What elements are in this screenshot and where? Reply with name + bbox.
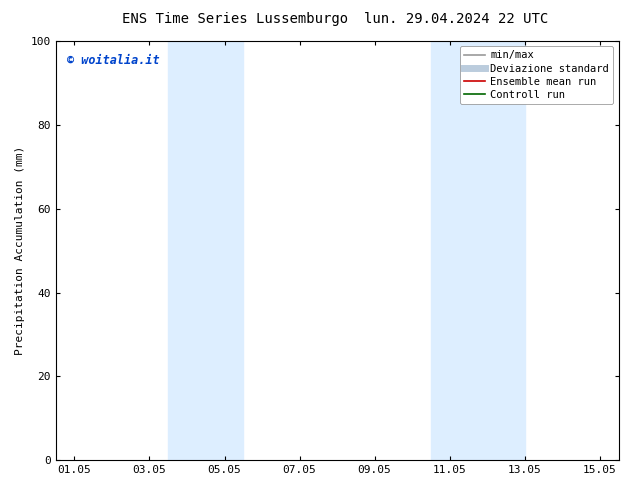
Bar	[168, 41, 243, 460]
Bar	[431, 41, 525, 460]
Legend: min/max, Deviazione standard, Ensemble mean run, Controll run: min/max, Deviazione standard, Ensemble m…	[460, 46, 613, 104]
Text: ENS Time Series Lussemburgo: ENS Time Series Lussemburgo	[122, 12, 347, 26]
Text: © woitalia.it: © woitalia.it	[67, 53, 160, 67]
Y-axis label: Precipitation Accumulation (mm): Precipitation Accumulation (mm)	[15, 146, 25, 355]
Text: lun. 29.04.2024 22 UTC: lun. 29.04.2024 22 UTC	[365, 12, 548, 26]
